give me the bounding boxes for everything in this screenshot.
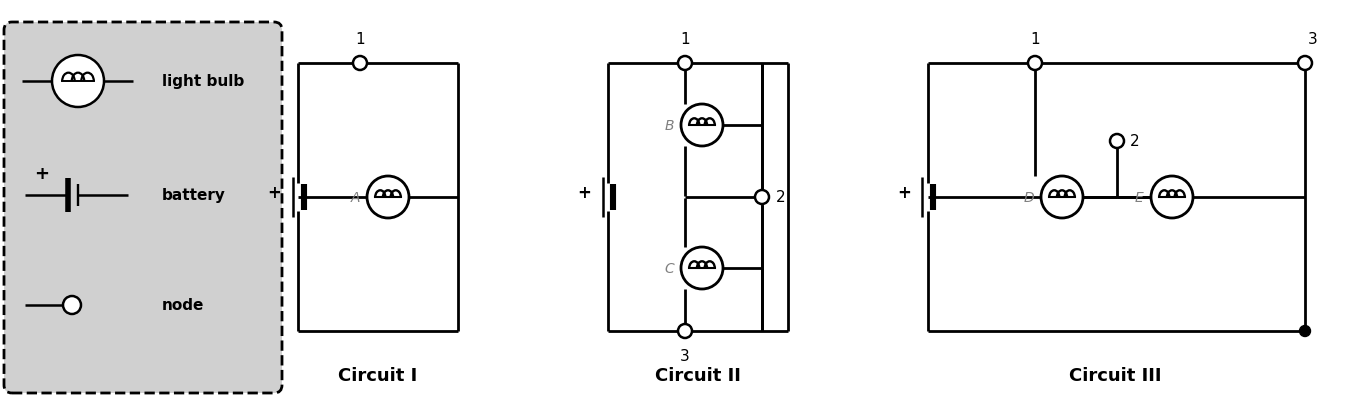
Text: light bulb: light bulb	[162, 74, 245, 89]
Circle shape	[353, 57, 367, 71]
Text: 2: 2	[775, 190, 786, 205]
Circle shape	[367, 177, 409, 218]
Circle shape	[1298, 57, 1312, 71]
Text: 2: 2	[1129, 134, 1140, 149]
Text: +: +	[35, 165, 50, 183]
Circle shape	[678, 57, 692, 71]
Text: Circuit I: Circuit I	[338, 366, 417, 384]
Text: 1: 1	[1031, 32, 1040, 47]
Circle shape	[678, 324, 692, 338]
Text: 3: 3	[1308, 32, 1317, 47]
Text: E: E	[1135, 190, 1143, 204]
Circle shape	[51, 56, 104, 108]
Text: D: D	[1024, 190, 1035, 204]
Text: +: +	[897, 183, 912, 202]
Circle shape	[1042, 177, 1084, 218]
Circle shape	[63, 296, 81, 314]
Circle shape	[681, 247, 723, 289]
Circle shape	[1300, 326, 1310, 337]
Text: 3: 3	[680, 348, 690, 363]
Circle shape	[1111, 135, 1124, 149]
Text: node: node	[162, 298, 204, 313]
Text: B: B	[665, 119, 674, 133]
FancyBboxPatch shape	[4, 23, 282, 393]
Circle shape	[755, 190, 769, 204]
Circle shape	[681, 105, 723, 147]
Text: Circuit III: Circuit III	[1069, 366, 1162, 384]
Circle shape	[1028, 57, 1042, 71]
Text: 1: 1	[680, 32, 690, 47]
Text: A: A	[350, 190, 359, 204]
Text: battery: battery	[162, 188, 226, 203]
Text: 1: 1	[355, 32, 365, 47]
Text: +: +	[578, 183, 592, 202]
Text: +: +	[267, 183, 281, 202]
Text: C: C	[665, 261, 674, 275]
Text: Circuit II: Circuit II	[655, 366, 740, 384]
Circle shape	[1151, 177, 1193, 218]
